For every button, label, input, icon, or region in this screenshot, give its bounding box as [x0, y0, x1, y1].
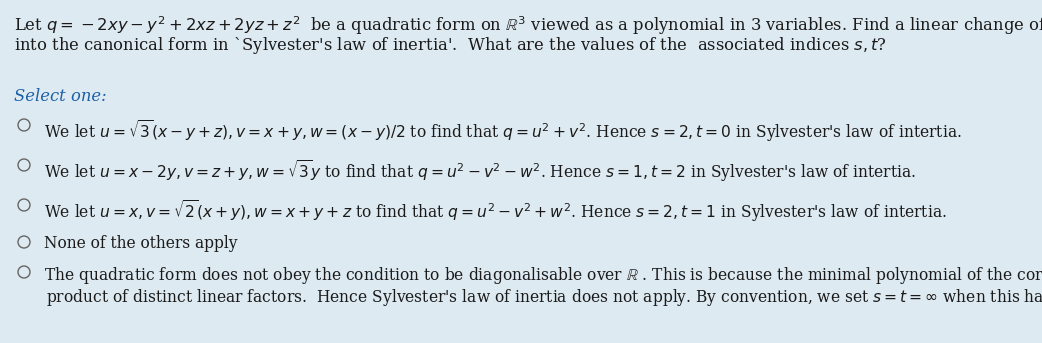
Text: We let $u = x - 2y, v = z + y, w = \sqrt{3}y$ to find that $q = u^2 - v^2 - w^2$: We let $u = x - 2y, v = z + y, w = \sqrt…	[44, 158, 916, 184]
Text: We let $u = \sqrt{3}(x - y + z), v = x + y, w = (x - y)/2$ to find that $q = u^2: We let $u = \sqrt{3}(x - y + z), v = x +…	[44, 118, 962, 144]
Text: None of the others apply: None of the others apply	[44, 235, 238, 252]
Text: Let $q = -2xy - y^2 + 2xz + 2yz + z^2$  be a quadratic form on $\mathbb{R}^3$ vi: Let $q = -2xy - y^2 + 2xz + 2yz + z^2$ b…	[14, 14, 1042, 37]
Text: We let $u = x, v = \sqrt{2}(x + y), w = x + y + z$ to find that $q = u^2 - v^2 +: We let $u = x, v = \sqrt{2}(x + y), w = …	[44, 198, 947, 224]
Text: into the canonical form in `Sylvester's law of inertia'.  What are the values of: into the canonical form in `Sylvester's …	[14, 35, 887, 56]
Text: Select one:: Select one:	[14, 88, 106, 105]
Text: product of distinct linear factors.  Hence Sylvester's law of inertia does not a: product of distinct linear factors. Henc…	[46, 287, 1042, 308]
Text: The quadratic form does not obey the condition to be diagonalisable over $\mathb: The quadratic form does not obey the con…	[44, 265, 1042, 286]
